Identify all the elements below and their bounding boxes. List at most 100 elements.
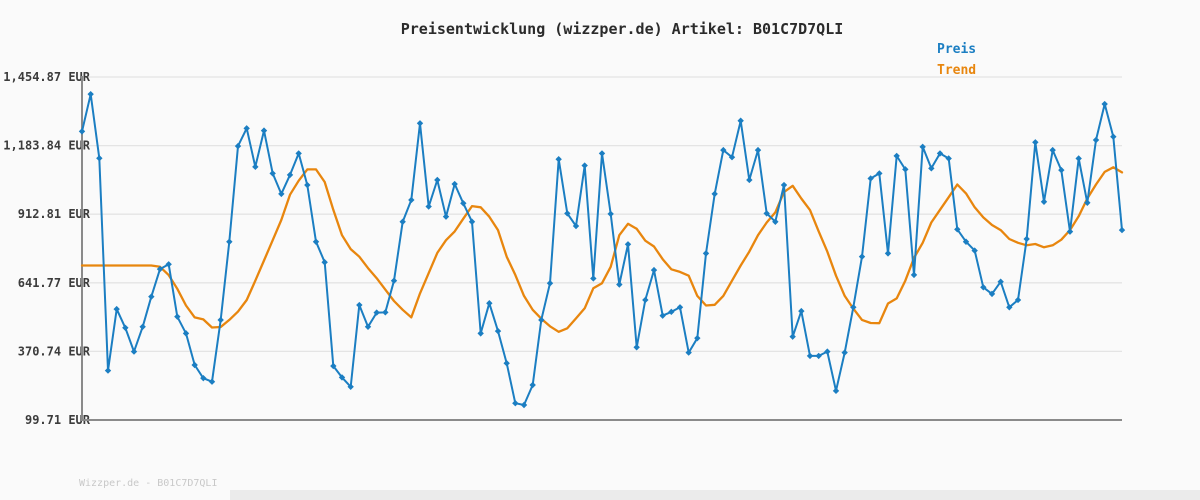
- data-point-marker: [477, 330, 484, 337]
- data-point-marker: [1066, 228, 1074, 235]
- data-point-marker: [598, 150, 606, 157]
- data-point-marker: [87, 90, 94, 98]
- data-point-marker: [252, 163, 259, 171]
- data-point-marker: [867, 175, 874, 182]
- data-point-marker: [165, 261, 172, 268]
- data-point-marker: [772, 218, 779, 225]
- data-point-marker: [226, 238, 233, 245]
- data-point-marker: [737, 117, 744, 124]
- data-point-marker: [494, 327, 502, 335]
- data-point-marker: [650, 266, 658, 274]
- data-point-marker: [234, 142, 242, 150]
- data-point-marker: [148, 293, 155, 300]
- data-point-marker: [754, 146, 762, 154]
- data-point-marker: [780, 181, 788, 189]
- data-point-marker: [304, 181, 311, 189]
- data-point-marker: [130, 348, 138, 355]
- data-point-marker: [607, 210, 614, 218]
- data-point-marker: [928, 165, 935, 172]
- data-point-marker: [659, 312, 666, 319]
- data-point-marker: [260, 127, 268, 134]
- data-point-marker: [676, 304, 684, 311]
- data-point-marker: [104, 367, 112, 374]
- data-point-marker: [806, 352, 814, 360]
- y-axis-label: 1,454.87 EUR: [3, 70, 90, 84]
- data-point-marker: [399, 218, 406, 225]
- y-axis-label: 99.71 EUR: [25, 413, 91, 427]
- data-point-marker: [1084, 199, 1091, 206]
- data-point-marker: [642, 296, 649, 304]
- data-point-marker: [633, 344, 640, 351]
- data-point-marker: [312, 238, 320, 245]
- data-point-marker: [208, 378, 216, 385]
- data-point-marker: [330, 362, 337, 370]
- data-point-marker: [451, 180, 458, 188]
- data-point-marker: [425, 203, 432, 210]
- data-point-marker: [668, 308, 675, 316]
- data-point-marker: [910, 271, 918, 279]
- data-point-marker: [884, 250, 892, 257]
- data-point-marker: [269, 170, 276, 177]
- data-point-marker: [347, 383, 354, 390]
- data-point-marker: [486, 300, 493, 307]
- data-point-marker: [200, 374, 207, 382]
- y-axis-label: 912.81 EUR: [18, 207, 91, 221]
- y-axis-labels: 1,454.87 EUR 1,183.84 EUR 912.81 EUR 641.77…: [3, 70, 90, 427]
- data-point-marker: [1032, 139, 1039, 146]
- data-point-marker: [841, 349, 848, 356]
- data-point-marker: [286, 171, 294, 179]
- data-point-marker: [624, 241, 632, 248]
- data-point-marker: [442, 213, 450, 220]
- data-point-marker: [1058, 166, 1065, 174]
- data-point-marker: [763, 210, 770, 217]
- data-point-marker: [746, 176, 753, 184]
- data-point-marker: [538, 316, 545, 324]
- data-point-marker: [390, 277, 398, 284]
- data-point-marker: [139, 323, 146, 330]
- watermark-text: Wizzper.de - B01C7D7QLI: [79, 478, 218, 489]
- y-axis-label: 1,183.84 EUR: [3, 139, 90, 153]
- data-point-marker: [278, 190, 285, 198]
- data-point-marker: [1040, 198, 1048, 205]
- data-point-marker: [945, 155, 952, 162]
- footer-bar: [230, 490, 1200, 500]
- data-point-marker: [1014, 296, 1022, 304]
- data-point-marker: [356, 301, 363, 309]
- data-point-marker: [720, 146, 727, 154]
- y-axis-label: 641.77 EUR: [18, 276, 91, 290]
- data-point-marker: [832, 387, 840, 395]
- data-point-marker: [529, 381, 536, 389]
- data-point-marker: [988, 290, 996, 298]
- data-point-marker: [373, 309, 380, 316]
- data-point-marker: [572, 222, 580, 230]
- data-point-marker: [902, 166, 909, 173]
- data-point-marker: [96, 155, 103, 162]
- data-point-marker: [512, 400, 519, 407]
- legend-item-trend: Trend: [937, 63, 977, 78]
- preis-markers: [78, 90, 1126, 409]
- data-point-marker: [971, 247, 978, 254]
- data-point-marker: [850, 304, 857, 311]
- data-point-marker: [980, 284, 987, 291]
- data-point-marker: [555, 156, 562, 163]
- data-point-marker: [936, 150, 944, 157]
- data-point-marker: [590, 275, 597, 282]
- data-point-marker: [295, 150, 302, 157]
- data-point-marker: [824, 348, 831, 355]
- data-point-marker: [408, 196, 415, 204]
- data-point-marker: [789, 333, 796, 340]
- trend-line: [80, 166, 1124, 333]
- data-point-marker: [728, 154, 736, 161]
- data-point-marker: [954, 226, 961, 233]
- legend-item-preis: Preis: [937, 42, 977, 57]
- data-point-marker: [1023, 235, 1030, 243]
- data-point-marker: [685, 349, 692, 356]
- data-point-marker: [416, 120, 424, 127]
- data-point-marker: [243, 125, 250, 132]
- data-point-marker: [156, 265, 164, 273]
- data-point-marker: [798, 307, 805, 315]
- data-point-marker: [321, 259, 328, 266]
- data-point-marker: [78, 128, 86, 135]
